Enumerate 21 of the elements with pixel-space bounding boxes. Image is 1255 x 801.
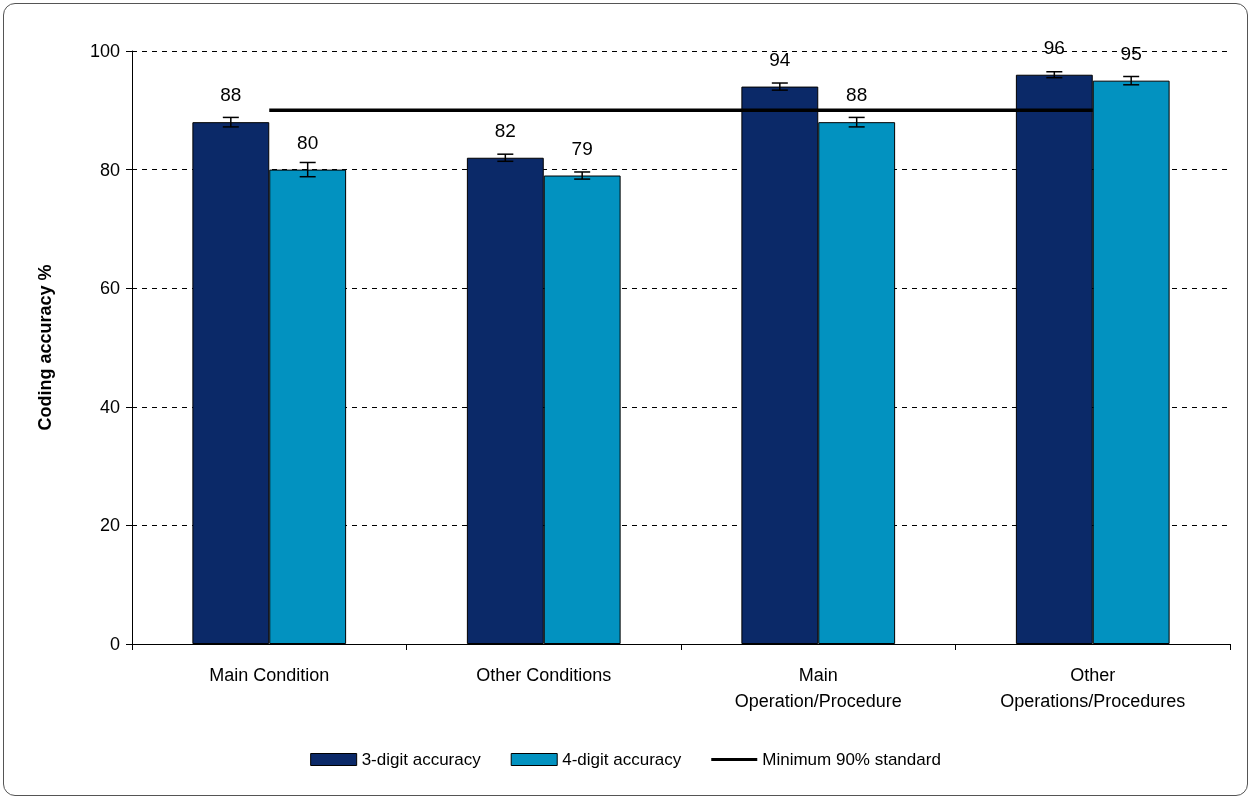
y-tick-label: 40 (99, 396, 120, 417)
data-label: 79 (571, 137, 593, 159)
legend-label: 3-digit accuracy (361, 750, 482, 769)
x-tick-label: Other Operations/Procedures (1000, 665, 1186, 711)
y-tick-label: 60 (99, 278, 120, 299)
y-axis-title: Coding accuracy % (35, 264, 55, 431)
legend-label: Minimum 90% standard (762, 750, 941, 769)
data-label: 88 (220, 84, 242, 106)
y-tick-label: 80 (99, 159, 120, 180)
y-tick-label: 20 (99, 515, 120, 536)
data-label: 80 (297, 131, 319, 153)
x-tick-label: Other Conditions (476, 665, 612, 685)
data-label: 94 (769, 48, 791, 70)
data-label: 88 (846, 84, 868, 106)
x-tick-label: Main Condition (209, 665, 330, 685)
y-tick-label: 100 (89, 41, 120, 61)
data-label: 95 (1120, 42, 1142, 64)
x-tick-label: Main Operation/Procedure (734, 665, 902, 711)
legend-label: 4-digit accuracy (562, 750, 682, 769)
y-tick-label: 0 (109, 634, 120, 654)
data-label: 82 (494, 119, 516, 141)
